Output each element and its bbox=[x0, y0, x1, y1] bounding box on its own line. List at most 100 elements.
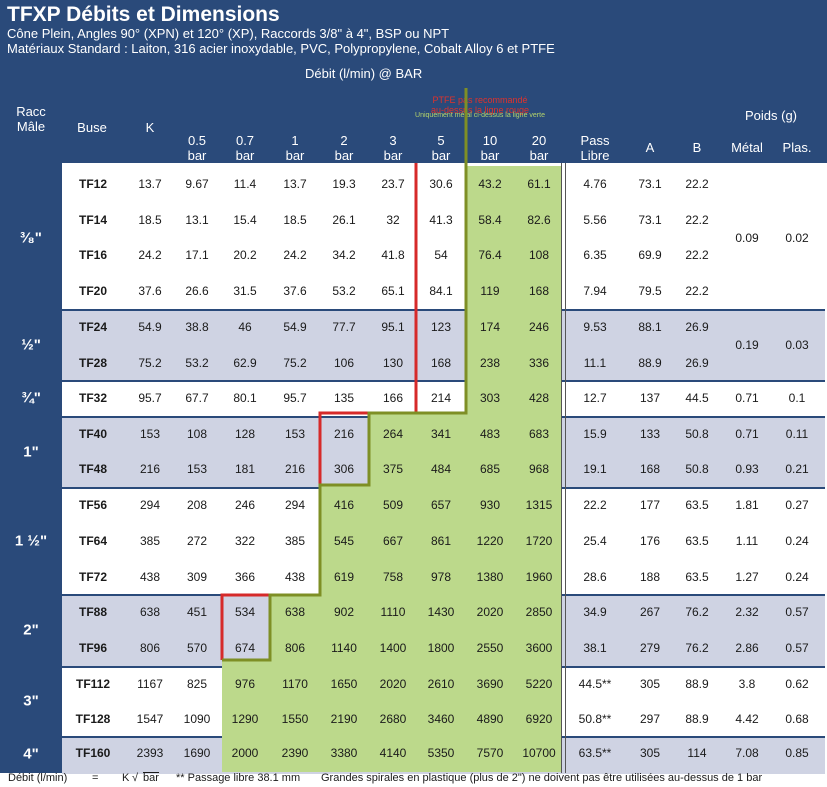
p1-unit: bar bbox=[235, 148, 255, 163]
flow-value: 2390 bbox=[281, 746, 309, 760]
flow-value: 4890 bbox=[476, 712, 504, 726]
weight-plastic: 0.85 bbox=[785, 746, 809, 760]
p2-val: 1 bbox=[291, 133, 299, 148]
p5-val: 5 bbox=[437, 133, 445, 148]
nozzle-code: TF24 bbox=[78, 320, 108, 334]
p4-val: 3 bbox=[389, 133, 397, 148]
weight-plastic: 0.57 bbox=[785, 605, 809, 619]
ptfe-note-line-2: au-dessus la ligne rouge bbox=[430, 105, 530, 115]
k-value: 1167 bbox=[137, 677, 163, 691]
weight-metal: 0.09 bbox=[735, 230, 759, 245]
weight-metal: 3.8 bbox=[738, 677, 756, 691]
dim-b: 63.5 bbox=[685, 498, 709, 512]
p1-val: 0.7 bbox=[235, 133, 255, 148]
flow-value: 2850 bbox=[525, 605, 553, 619]
weight-metal: 7.08 bbox=[735, 746, 759, 760]
flow-value: 181 bbox=[234, 462, 256, 476]
flow-value: 13.7 bbox=[283, 177, 307, 191]
dim-b: 26.9 bbox=[685, 356, 709, 370]
col-header-racc-1: Racc bbox=[16, 104, 46, 119]
dim-a: 88.9 bbox=[638, 356, 662, 370]
flow-value: 168 bbox=[430, 356, 452, 370]
flow-value: 306 bbox=[333, 462, 355, 476]
flow-value: 166 bbox=[382, 391, 404, 405]
free-passage: 34.9 bbox=[583, 605, 607, 619]
flow-value: 123 bbox=[430, 320, 452, 334]
k-value: 75.2 bbox=[138, 356, 162, 370]
col-header-p5: 5 bar bbox=[432, 133, 451, 163]
weight-metal: 1.27 bbox=[735, 570, 759, 584]
flow-value: 53.2 bbox=[185, 356, 209, 370]
metal-note: Uniquement métal ci-dessus la ligne vert… bbox=[415, 112, 545, 119]
nozzle-code: TF160 bbox=[75, 746, 111, 760]
k-value: 2393 bbox=[136, 746, 164, 760]
col-header-metal: Métal bbox=[731, 140, 763, 155]
weight-metal: 2.32 bbox=[735, 605, 759, 619]
flow-value: 26.1 bbox=[332, 213, 356, 227]
dim-a: 88.1 bbox=[638, 320, 662, 334]
k-value: 37.6 bbox=[138, 284, 162, 298]
flow-value: 619 bbox=[333, 570, 355, 584]
dim-b: 50.8 bbox=[685, 462, 709, 476]
p5-unit: bar bbox=[431, 148, 451, 163]
flow-value: 758 bbox=[382, 570, 404, 584]
weight-plastic: 0.62 bbox=[785, 677, 809, 691]
dim-a: 69.9 bbox=[638, 248, 662, 262]
footer-eq: = bbox=[92, 772, 99, 784]
racc-column bbox=[0, 163, 62, 773]
flow-value: 438 bbox=[284, 570, 306, 584]
flow-value: 416 bbox=[333, 498, 355, 512]
nozzle-code: TF112 bbox=[75, 677, 111, 691]
racc-size-label: 1" bbox=[23, 443, 39, 460]
flow-value: 674 bbox=[234, 641, 256, 655]
flow-value: 685 bbox=[479, 462, 501, 476]
col-header-racc-2: Mâle bbox=[16, 119, 46, 134]
col-header-p1: 0.7 bar bbox=[236, 133, 255, 163]
flow-value: 19.3 bbox=[332, 177, 356, 191]
flow-value: 108 bbox=[186, 427, 208, 441]
flow-value: 638 bbox=[284, 605, 306, 619]
flow-value: 62.9 bbox=[233, 356, 257, 370]
nozzle-code: TF12 bbox=[78, 177, 108, 191]
p0-val: 0.5 bbox=[187, 133, 207, 148]
p2-unit: bar bbox=[285, 148, 305, 163]
footer: Débit (l/min) = K √ bar ** Passage libre… bbox=[0, 772, 827, 787]
flow-value: 4140 bbox=[379, 746, 407, 760]
racc-size-label: 4" bbox=[23, 745, 39, 763]
dim-b: 26.9 bbox=[685, 320, 709, 334]
free-passage: 63.5** bbox=[578, 746, 612, 760]
flow-value: 484 bbox=[430, 462, 452, 476]
col-header-p3: 2 bar bbox=[335, 133, 354, 163]
col-header-buse: Buse bbox=[77, 120, 107, 135]
flow-value: 5350 bbox=[427, 746, 455, 760]
weight-metal: 4.42 bbox=[735, 712, 759, 726]
flow-value: 264 bbox=[382, 427, 404, 441]
flow-value: 216 bbox=[333, 427, 355, 441]
flow-value: 3600 bbox=[525, 641, 553, 655]
flow-value: 67.7 bbox=[185, 391, 209, 405]
flow-value: 309 bbox=[186, 570, 208, 584]
divider-line bbox=[561, 163, 562, 773]
p4-unit: bar bbox=[383, 148, 403, 163]
flow-value: 375 bbox=[382, 462, 404, 476]
flow-value: 54 bbox=[434, 248, 448, 262]
flow-value: 1650 bbox=[330, 677, 358, 691]
flow-value: 2020 bbox=[476, 605, 504, 619]
flow-value: 1690 bbox=[183, 746, 211, 760]
dim-a: 267 bbox=[639, 605, 661, 619]
flow-value: 37.6 bbox=[283, 284, 307, 298]
nozzle-code: TF14 bbox=[78, 213, 108, 227]
flow-value: 26.6 bbox=[185, 284, 209, 298]
nozzle-code: TF72 bbox=[78, 570, 108, 584]
dim-a: 79.5 bbox=[638, 284, 662, 298]
flow-value: 106 bbox=[333, 356, 355, 370]
col-header-p6: 10 bar bbox=[481, 133, 500, 163]
weight-plastic: 0.1 bbox=[788, 391, 806, 405]
k-value: 54.9 bbox=[138, 320, 162, 334]
weight-plastic: 0.57 bbox=[785, 641, 809, 655]
flow-value: 806 bbox=[284, 641, 306, 655]
free-passage: 38.1 bbox=[583, 641, 607, 655]
flow-value: 76.4 bbox=[478, 248, 502, 262]
flow-value: 95.1 bbox=[381, 320, 405, 334]
dim-b: 63.5 bbox=[685, 570, 709, 584]
